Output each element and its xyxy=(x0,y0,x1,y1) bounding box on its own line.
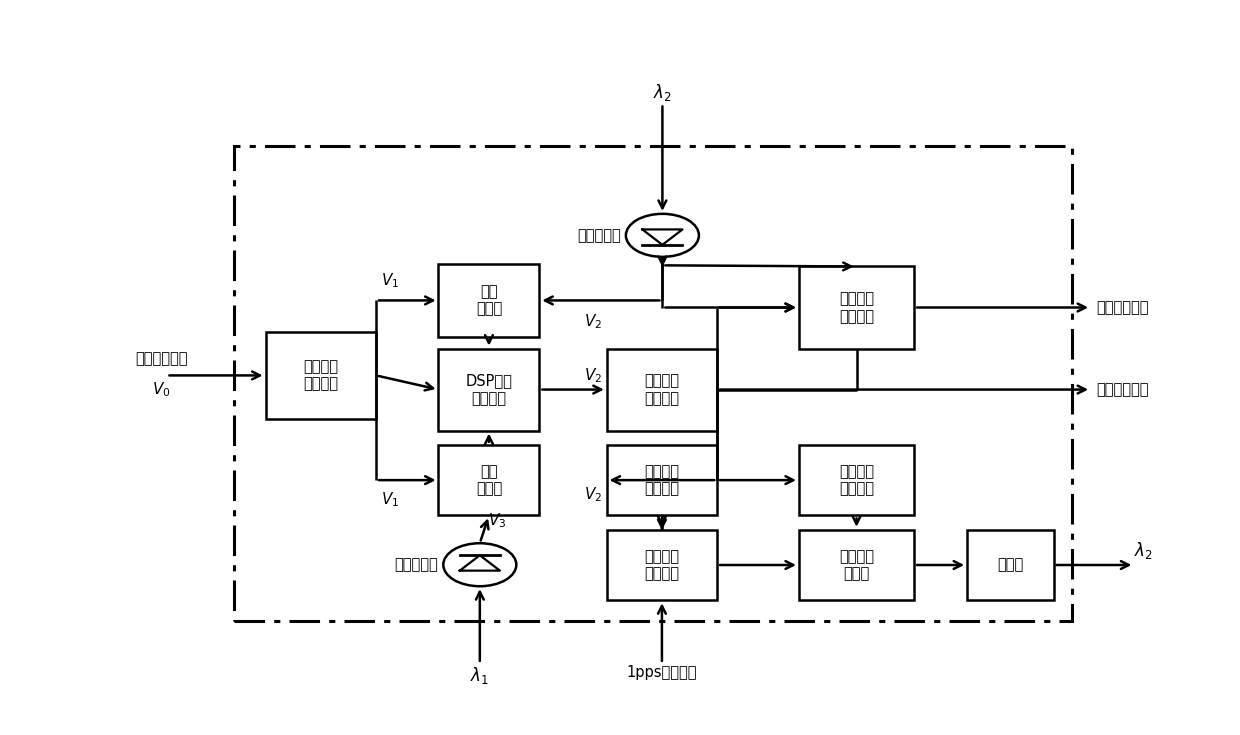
Text: 第二时延
计数电路: 第二时延 计数电路 xyxy=(839,291,874,323)
Text: $V_2$: $V_2$ xyxy=(584,312,601,331)
Text: 第三
鉴相器: 第三 鉴相器 xyxy=(476,464,502,496)
Text: 激光器: 激光器 xyxy=(997,558,1023,573)
Bar xyxy=(606,530,717,600)
Text: $V_2$: $V_2$ xyxy=(584,366,601,384)
Bar xyxy=(439,445,539,515)
Circle shape xyxy=(626,214,699,257)
Text: $\lambda_2$: $\lambda_2$ xyxy=(1135,540,1153,562)
Text: 1pps时间信号: 1pps时间信号 xyxy=(626,664,697,680)
Text: DSP信号
处理电路: DSP信号 处理电路 xyxy=(465,373,512,406)
Text: $V_1$: $V_1$ xyxy=(381,490,399,509)
Text: $V_0$: $V_0$ xyxy=(153,380,171,399)
Bar xyxy=(606,348,717,431)
Text: 第二
鉴相器: 第二 鉴相器 xyxy=(476,284,502,317)
Text: 第二探测器: 第二探测器 xyxy=(394,557,439,573)
Text: $V_3$: $V_3$ xyxy=(487,512,506,530)
Text: 第三探测器: 第三探测器 xyxy=(578,228,621,243)
Text: 第一时延
控制器: 第一时延 控制器 xyxy=(839,549,874,581)
Bar xyxy=(606,445,717,515)
Text: 第二锁相
倍频电路: 第二锁相 倍频电路 xyxy=(645,373,680,406)
Text: 链路时延信号: 链路时延信号 xyxy=(1096,300,1148,315)
Text: $V_1$: $V_1$ xyxy=(381,271,399,290)
Text: $\lambda_2$: $\lambda_2$ xyxy=(653,82,672,103)
Text: 第一锁相
倍频电路: 第一锁相 倍频电路 xyxy=(304,359,339,392)
Bar xyxy=(234,146,1071,621)
Text: 第一时延
计数电路: 第一时延 计数电路 xyxy=(645,549,680,581)
Bar xyxy=(799,530,914,600)
Bar xyxy=(799,267,914,348)
Bar xyxy=(799,445,914,515)
Text: 射频传递信号: 射频传递信号 xyxy=(1096,382,1148,397)
Text: 射频标准信号: 射频标准信号 xyxy=(135,351,188,366)
Text: 锁相分频
脉冲电路: 锁相分频 脉冲电路 xyxy=(645,464,680,496)
Bar xyxy=(439,348,539,431)
Text: $\lambda_1$: $\lambda_1$ xyxy=(470,664,490,686)
Bar xyxy=(439,264,539,337)
Text: 脉冲分配
放大电路: 脉冲分配 放大电路 xyxy=(839,464,874,496)
Bar xyxy=(265,331,376,419)
Circle shape xyxy=(444,543,516,587)
Bar xyxy=(967,530,1054,600)
Text: $V_2$: $V_2$ xyxy=(584,485,601,503)
